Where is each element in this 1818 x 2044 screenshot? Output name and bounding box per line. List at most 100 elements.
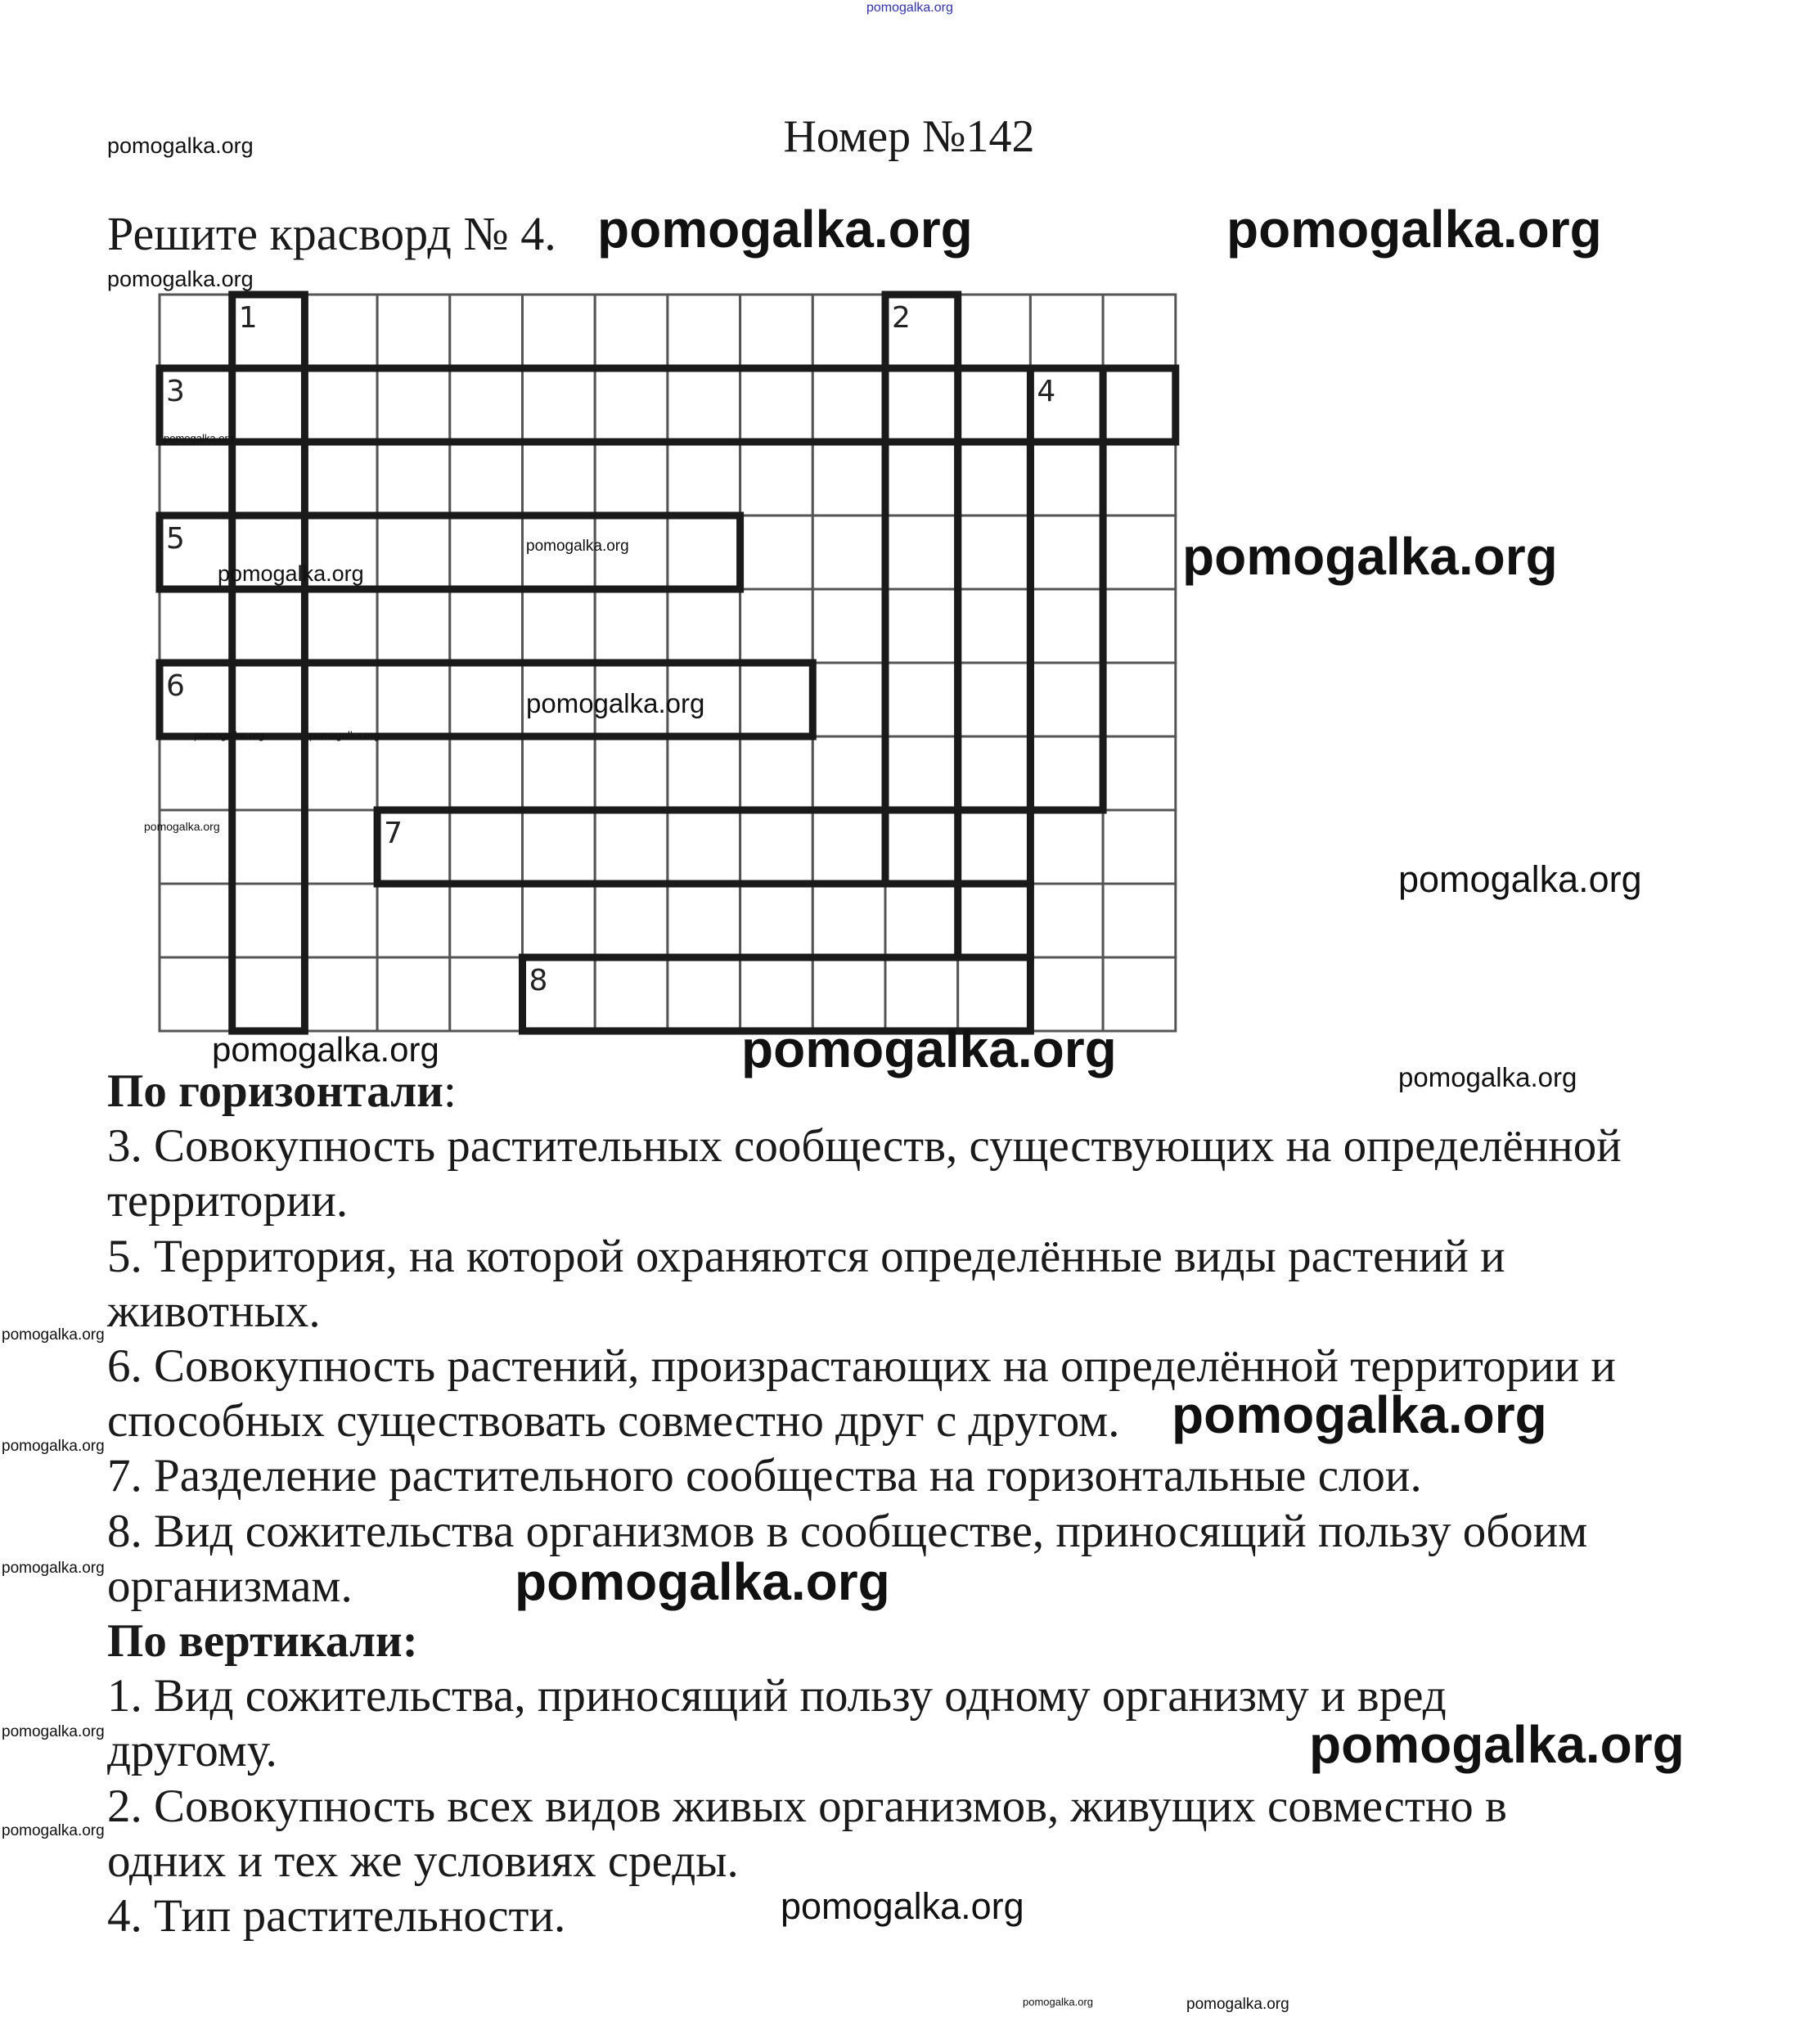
grid-cell — [956, 293, 1032, 370]
watermark: pomogalka.org — [741, 1020, 1117, 1078]
grid-cell — [884, 882, 960, 959]
grid-cell — [303, 808, 379, 885]
watermark: pomogalka.org — [107, 133, 254, 158]
across-colon: : — [443, 1065, 457, 1117]
grid-cell — [376, 882, 452, 959]
clue-number: 3 — [166, 375, 185, 408]
clue-line: 2. Совокупность всех видов живых организ… — [107, 1780, 1507, 1832]
grid-cell — [303, 735, 379, 812]
grid-cell — [158, 882, 234, 959]
grid-cell — [521, 588, 596, 664]
clue-line: 5. Территория, на которой охраняются опр… — [107, 1230, 1505, 1282]
grid-cell — [1101, 956, 1177, 1033]
across-heading: По горизонтали — [107, 1065, 444, 1117]
grid-cell — [593, 808, 669, 885]
down-heading: По вертикали: — [107, 1615, 418, 1668]
clue-line: животных. — [107, 1285, 321, 1337]
grid-cell — [956, 882, 1032, 959]
clue-number: 6 — [166, 669, 185, 703]
grid-cell — [448, 956, 524, 1033]
grid-cell — [593, 735, 669, 812]
grid-cell — [303, 440, 379, 517]
grid-cell — [303, 588, 379, 664]
grid-cell — [376, 956, 452, 1033]
grid-cell — [666, 440, 742, 517]
grid-cell — [376, 293, 452, 370]
grid-cell — [1028, 661, 1105, 738]
grid-cell — [956, 367, 1032, 443]
grid-cell — [593, 293, 669, 370]
watermark: pomogalka.org — [1182, 527, 1558, 586]
grid-cell — [739, 956, 814, 1033]
grid-cell — [158, 588, 234, 664]
grid-cell — [448, 293, 524, 370]
grid-cell — [956, 735, 1032, 812]
watermark: pomogalka.org — [1186, 1996, 1289, 2013]
clue-line: другому. — [107, 1725, 277, 1777]
clue-line: территории. — [107, 1175, 349, 1227]
grid-cell — [231, 661, 306, 738]
grid-cell — [884, 440, 960, 517]
grid-cell — [811, 735, 887, 812]
grid-cell — [1028, 588, 1105, 664]
grid-cell — [593, 882, 669, 959]
grid-cell — [1101, 367, 1177, 443]
clue-line: 1. Вид сожительства, приносящий пользу о… — [107, 1670, 1447, 1722]
grid-cell — [1101, 735, 1177, 812]
grid-cell — [811, 293, 887, 370]
grid-cell — [1101, 661, 1177, 738]
grid-cell — [1101, 882, 1177, 959]
grid-cell — [376, 367, 452, 443]
word-outline — [373, 806, 1034, 888]
grid-cell — [956, 661, 1032, 738]
grid-cell — [521, 882, 596, 959]
grid-cell — [666, 514, 742, 591]
grid-cell — [666, 588, 742, 664]
watermark: pomogalka.org — [781, 1885, 1024, 1927]
grid-cell — [1101, 808, 1177, 885]
grid-cell — [1101, 514, 1177, 591]
grid-cell — [666, 293, 742, 370]
grid-cell — [1028, 882, 1105, 959]
grid-cell — [1101, 293, 1177, 370]
grid-cell — [158, 956, 234, 1033]
grid-cell — [811, 514, 887, 591]
watermark: pomogalka.org — [1398, 1062, 1577, 1092]
grid-cell — [884, 808, 960, 885]
grid-cell — [739, 808, 814, 885]
clue-number: 2 — [892, 301, 911, 335]
watermark: pomogalka.org — [526, 688, 705, 718]
grid-cell — [593, 440, 669, 517]
grid-cell — [593, 588, 669, 664]
grid-cell — [231, 882, 306, 959]
word-outline — [519, 953, 1034, 1035]
grid-cell — [521, 293, 596, 370]
grid-cell — [884, 956, 960, 1033]
grid-cell — [1101, 440, 1177, 517]
grid-cell — [739, 367, 814, 443]
grid-cell — [1028, 293, 1105, 370]
grid-cell — [666, 956, 742, 1033]
grid-cell — [739, 440, 814, 517]
grid-cell — [1028, 514, 1105, 591]
clues: По горизонтали: 3. Совокупность растител… — [107, 1064, 1760, 1943]
grid-cell — [884, 661, 960, 738]
grid-cell — [376, 735, 452, 812]
grid-cell — [376, 514, 452, 591]
crossword-grid: 1 2 3 4 5 6 7 8 — [155, 290, 1180, 1035]
grid-cell — [376, 661, 452, 738]
grid-cell — [811, 661, 887, 738]
grid-cell — [593, 367, 669, 443]
clue-number: 8 — [529, 964, 548, 997]
clue-line: организмам. — [107, 1560, 353, 1612]
watermark: pomogalka.org — [526, 538, 629, 555]
clue-number: 4 — [1037, 375, 1055, 408]
clue-number: 5 — [166, 522, 185, 556]
clue-line: одних и тех же условиях среды. — [107, 1835, 739, 1887]
grid-cell — [956, 808, 1032, 885]
clue-number: 1 — [239, 301, 258, 335]
grid-cell — [231, 588, 306, 664]
word-outline — [155, 511, 745, 593]
grid-cell — [739, 293, 814, 370]
grid-cell — [303, 367, 379, 443]
